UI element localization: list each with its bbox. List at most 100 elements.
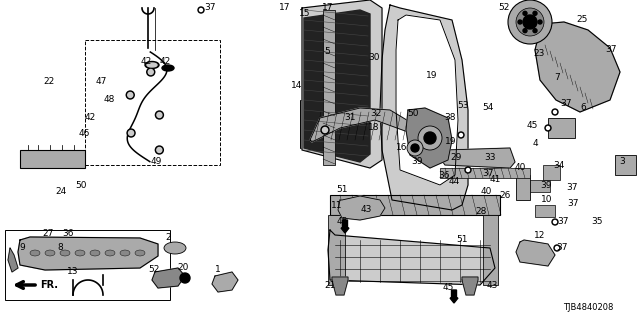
Circle shape [198,7,204,13]
Ellipse shape [45,250,55,256]
Circle shape [533,29,537,33]
Text: 42: 42 [159,58,171,67]
FancyBboxPatch shape [440,168,530,178]
FancyBboxPatch shape [330,195,500,215]
Text: 45: 45 [443,283,454,292]
Circle shape [523,29,527,33]
Polygon shape [328,230,495,285]
Text: 5: 5 [324,47,330,57]
FancyBboxPatch shape [300,100,425,148]
Polygon shape [8,248,18,272]
Text: 37: 37 [204,4,216,12]
Ellipse shape [120,250,130,256]
Polygon shape [462,277,478,295]
Text: 45: 45 [337,218,348,227]
Text: 9: 9 [19,244,25,252]
Text: 45: 45 [527,121,538,130]
FancyBboxPatch shape [20,150,85,168]
Text: 7: 7 [554,74,560,83]
Text: 50: 50 [407,109,419,118]
Circle shape [554,245,560,251]
Text: 49: 49 [150,157,162,166]
Polygon shape [396,15,458,185]
Text: 40: 40 [515,164,526,172]
FancyBboxPatch shape [5,230,170,300]
Text: 48: 48 [104,95,115,105]
Polygon shape [338,196,385,220]
FancyBboxPatch shape [530,180,550,192]
Polygon shape [380,5,468,210]
Text: 44: 44 [449,178,460,187]
Text: 18: 18 [367,124,379,132]
Circle shape [128,92,132,98]
Text: 15: 15 [300,10,311,19]
Circle shape [556,246,559,250]
FancyArrow shape [341,220,349,233]
Circle shape [157,113,162,117]
Text: 6: 6 [580,103,586,113]
Polygon shape [304,10,370,162]
Circle shape [148,69,153,75]
FancyBboxPatch shape [323,10,335,165]
Text: 37: 37 [560,99,572,108]
Ellipse shape [321,126,329,134]
Polygon shape [212,272,238,292]
Ellipse shape [135,250,145,256]
Ellipse shape [323,127,328,132]
Ellipse shape [147,63,157,67]
Circle shape [458,132,464,138]
Text: 39: 39 [411,156,422,165]
Circle shape [407,140,423,156]
Circle shape [129,131,134,135]
Polygon shape [406,108,452,168]
Circle shape [545,125,551,131]
Ellipse shape [90,250,100,256]
Text: 27: 27 [42,229,54,238]
Text: 31: 31 [344,114,356,123]
Text: 52: 52 [148,266,160,275]
Ellipse shape [75,250,85,256]
FancyArrow shape [450,290,458,303]
FancyBboxPatch shape [85,40,220,165]
Circle shape [554,220,557,223]
Text: TJB4840208: TJB4840208 [563,303,613,313]
Text: 37: 37 [556,244,568,252]
Text: 28: 28 [476,207,487,217]
Text: 37: 37 [567,199,579,209]
Text: 29: 29 [451,154,462,163]
FancyBboxPatch shape [548,118,575,138]
Text: 41: 41 [490,175,500,185]
Circle shape [411,144,419,152]
Text: 50: 50 [75,180,86,189]
Text: 43: 43 [486,281,498,290]
Text: 16: 16 [396,143,408,153]
Ellipse shape [145,61,159,68]
Text: 25: 25 [576,15,588,25]
Text: 35: 35 [591,218,603,227]
Polygon shape [310,108,415,142]
Circle shape [127,129,135,137]
Text: 17: 17 [323,4,333,12]
FancyBboxPatch shape [328,215,345,285]
Polygon shape [535,22,620,112]
Text: 33: 33 [484,154,496,163]
Text: 38: 38 [444,114,456,123]
Text: FR.: FR. [40,280,58,290]
Text: 30: 30 [368,53,380,62]
Ellipse shape [60,250,70,256]
Text: 37: 37 [605,45,616,54]
Text: 19: 19 [445,138,456,147]
Text: 17: 17 [279,4,291,12]
Polygon shape [18,237,158,270]
Circle shape [424,132,436,144]
Circle shape [523,15,537,29]
Circle shape [126,91,134,99]
Text: 37: 37 [557,218,568,227]
Text: 37: 37 [483,169,493,178]
Text: 36: 36 [438,171,450,180]
Circle shape [552,219,558,225]
FancyBboxPatch shape [535,205,555,217]
Circle shape [538,20,542,24]
Ellipse shape [164,242,186,254]
Circle shape [147,68,155,76]
